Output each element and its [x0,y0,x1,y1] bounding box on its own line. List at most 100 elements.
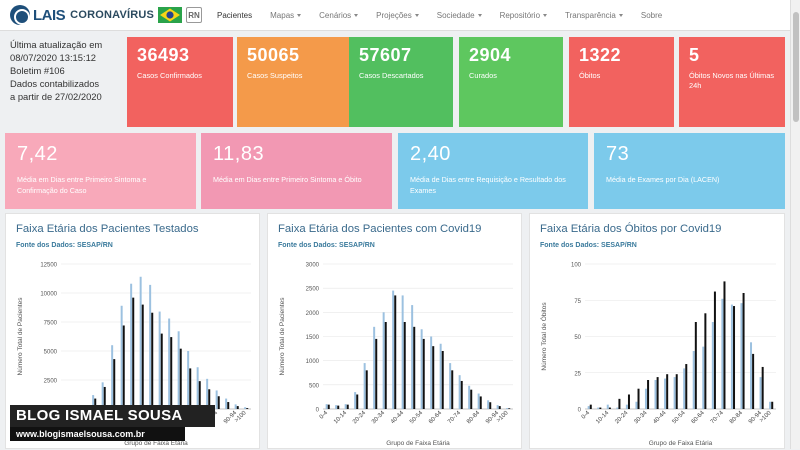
bar [702,346,705,409]
bar [644,388,647,409]
caret-down-icon [477,14,482,17]
bar [675,374,678,409]
bar [234,404,237,409]
bar [771,401,774,409]
bar [432,346,435,409]
y-tick-label: 3000 [306,263,320,269]
chart-title: Faixa Etária dos Pacientes com Covid19 [278,223,482,235]
nav-item-label: Cenários [319,11,352,20]
bar [597,407,600,409]
update-line: Última atualização em [10,39,103,50]
bar [384,322,387,409]
last-update-info: Última atualização em 08/07/2020 13:15:1… [10,38,122,128]
bar [189,368,192,409]
nav-item-4[interactable]: Sociedade [428,0,491,31]
bar [711,322,714,409]
average-card: 73 Média de Exames por Dia (LACEN) [594,133,785,209]
bar [103,386,106,409]
bar [713,291,716,409]
bar [337,405,340,409]
bar [608,407,611,409]
x-tick-label: 20-24 [614,410,630,426]
bar [394,295,397,409]
x-tick-label: 0-4 [581,410,592,421]
bar [120,305,123,409]
bar [761,366,764,409]
bar [346,404,349,409]
nav-item-label: Pacientes [217,11,253,20]
bar [673,377,676,409]
stat-label: Casos Confirmados [137,71,202,80]
stat-card: 36493 Casos Confirmados [127,37,233,127]
x-tick-label: 70-74 [447,410,463,426]
bar [420,329,423,409]
nav-item-3[interactable]: Projeções [367,0,428,31]
caret-down-icon [618,14,623,17]
bar [198,381,201,409]
y-axis-label: Número Total de Óbitos [539,302,548,371]
bar [449,363,452,409]
brand[interactable]: LAIS CORONAVÍRUS RN [10,0,203,31]
nav-item-label: Sociedade [436,11,475,20]
stat-label: Curados [469,71,497,80]
stat-value: 1322 [579,45,622,65]
bar [458,375,461,409]
bar [403,322,406,409]
page-scrollbar[interactable] [790,0,800,449]
bar [344,404,347,409]
x-tick-label: 0-4 [319,410,330,421]
bar [647,380,650,409]
y-tick-label: 2500 [306,287,320,293]
bar [92,395,95,409]
state-badge: RN [186,7,203,23]
bar [130,283,133,409]
bar [587,406,590,409]
nav-item-2[interactable]: Cenários [310,0,367,31]
bar [122,325,125,409]
stat-card: 57607 Casos Descartados [349,37,453,127]
watermark: BLOG ISMAEL SOUSA www.blogismaelsousa.co… [10,405,215,441]
bar [496,405,499,409]
nav-item-6[interactable]: Transparência [556,0,632,31]
caret-down-icon [543,14,548,17]
average-card: 7,42 Média em Dias entre Primeiro Sintoma… [5,133,196,209]
y-tick-label: 75 [574,299,581,305]
chart-covid: 0 500 1000 1500 2000 2500 3000 0-4 10-14 20-24 30-… [279,263,513,447]
y-tick-label: 50 [574,335,581,341]
y-axis-label: Número Total de Pacientes [17,297,24,376]
bar [170,337,173,409]
bar [217,396,220,409]
bar [759,377,762,409]
y-tick-label: 0 [578,408,582,414]
nav-item-1[interactable]: Mapas [261,0,310,31]
bar [723,281,726,409]
bar [215,390,218,409]
bar [599,407,602,409]
bar [439,343,442,409]
y-tick-label: 7500 [44,321,58,327]
bar [160,333,163,409]
nav-item-0[interactable]: Pacientes [208,0,261,31]
nav-item-5[interactable]: Repositório [491,0,556,31]
y-tick-label: 1000 [306,359,320,365]
bar [177,331,180,409]
bar [430,336,433,409]
chart-source: Fonte dos Dados: SESAP/RN [16,242,113,249]
nav-item-label: Repositório [499,11,541,20]
app-title: CORONAVÍRUS [70,9,155,21]
chart-deaths: 0 25 50 75 100 0-4 10-14 20-24 30-34 40-44 50-54 60… [539,263,776,447]
watermark-title: BLOG ISMAEL SOUSA [10,405,215,427]
bar [666,374,669,409]
bar [685,364,688,409]
bar [618,398,621,409]
x-tick-label: 80-84 [466,410,482,426]
y-tick-label: 2000 [306,311,320,317]
bar [356,394,359,409]
nav-item-7[interactable]: Sobre [632,0,671,31]
x-tick-label: 40-44 [390,410,406,426]
scrollbar-thumb[interactable] [793,12,799,122]
bar [606,404,609,409]
y-tick-label: 100 [571,263,582,269]
bar [616,407,619,409]
bar [113,359,116,409]
